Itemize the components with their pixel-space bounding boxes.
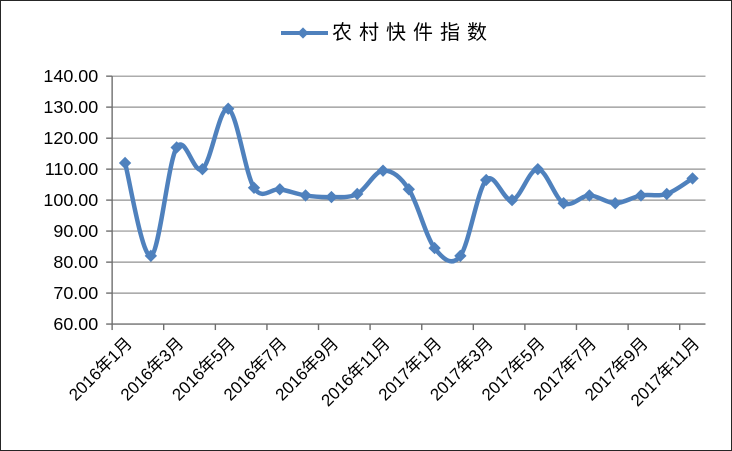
- data-point-marker: [222, 102, 235, 115]
- y-axis-label: 130.00: [43, 97, 98, 117]
- data-point-marker: [557, 197, 570, 210]
- data-point-marker: [196, 162, 209, 176]
- data-point-marker: [531, 162, 545, 176]
- data-point-marker: [376, 164, 390, 177]
- data-point-marker: [351, 187, 364, 201]
- y-axis-label: 70.00: [53, 283, 98, 303]
- data-point-marker: [247, 181, 261, 194]
- data-point-marker: [144, 249, 158, 263]
- legend-line-marker-icon: [281, 27, 328, 40]
- data-point-marker: [479, 173, 493, 187]
- data-point-marker: [402, 183, 415, 196]
- data-point-marker: [660, 187, 673, 201]
- y-axis-label: 90.00: [53, 221, 98, 241]
- y-axis-label: 120.00: [43, 128, 98, 148]
- data-point-marker: [325, 190, 338, 204]
- legend-series-label: 农村快件指数: [332, 22, 494, 44]
- chart-legend: 农村快件指数: [281, 22, 494, 44]
- data-point-marker: [118, 156, 132, 170]
- data-point-marker: [686, 172, 699, 185]
- data-point-marker: [170, 141, 183, 154]
- data-point-marker: [634, 189, 648, 202]
- y-axis-label: 100.00: [43, 190, 98, 210]
- y-axis-label: 60.00: [53, 314, 98, 334]
- data-point-marker: [454, 249, 467, 263]
- data-point-marker: [609, 197, 622, 210]
- data-point-marker: [583, 189, 596, 202]
- data-point-marker: [273, 183, 286, 196]
- data-point-marker: [505, 193, 519, 207]
- y-axis-label: 110.00: [45, 159, 98, 179]
- legend-diamond-icon: [297, 27, 309, 39]
- data-point-marker: [299, 189, 312, 202]
- y-axis-label: 80.00: [53, 252, 98, 272]
- y-axis-label: 140.00: [43, 66, 98, 86]
- data-point-marker: [428, 241, 441, 255]
